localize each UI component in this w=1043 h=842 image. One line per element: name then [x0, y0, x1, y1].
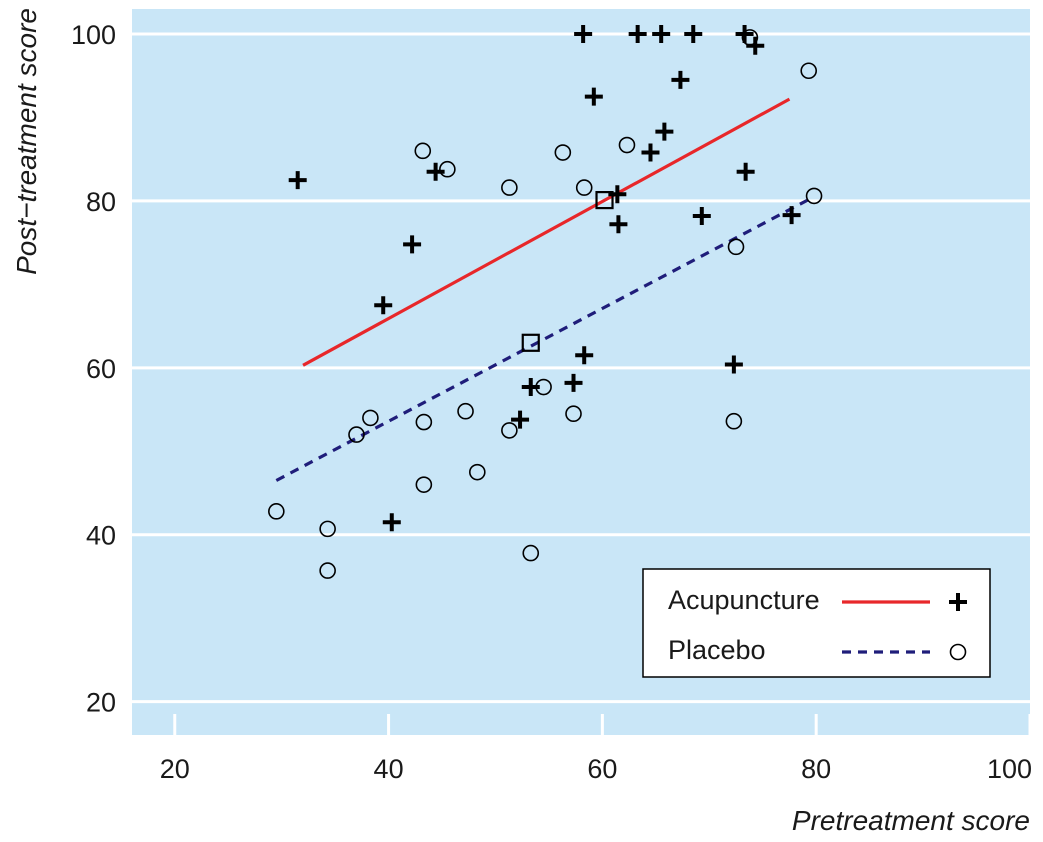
acupuncture-point [735, 25, 754, 44]
placebo-point [469, 463, 486, 481]
acupuncture-point [403, 235, 422, 254]
legend-plus-marker [949, 593, 967, 611]
acupuncture-point [628, 25, 647, 44]
mean-marker-acupuncture [595, 190, 614, 210]
grid-lines [132, 32, 1030, 704]
placebo-point [805, 187, 823, 205]
x-axis-title: Pretreatment score [792, 805, 1030, 836]
fit-lines [275, 97, 812, 482]
placebo-point [415, 476, 433, 493]
acupuncture-point [511, 410, 530, 429]
legend-box [642, 568, 991, 678]
legend: Acupuncture Placebo [642, 568, 991, 678]
legend-label-acupuncture: Acupuncture [668, 585, 820, 615]
x-tick-label: 40 [374, 754, 404, 784]
x-axis: 20 40 60 80 100 [160, 714, 1032, 784]
placebo-point [457, 402, 474, 420]
placebo-point [800, 62, 818, 80]
acupuncture-point [382, 513, 401, 532]
acupuncture-point [641, 143, 660, 162]
acupuncture-point [609, 215, 628, 234]
mean-markers [521, 190, 614, 352]
placebo-point [415, 413, 433, 431]
acupuncture-point [671, 70, 690, 89]
placebo-point [362, 409, 379, 427]
y-tick-label: 100 [71, 20, 116, 50]
acupuncture-point [608, 185, 627, 204]
mean-marker-placebo [521, 333, 540, 352]
acupuncture-point [684, 25, 703, 44]
placebo-point [348, 426, 365, 443]
acupuncture-point [575, 346, 594, 365]
acupuncture-point [584, 87, 603, 106]
placebo-point [268, 503, 285, 520]
acupuncture-point [652, 25, 671, 44]
legend-plus-icon [949, 593, 967, 611]
placebo-point [727, 238, 745, 256]
placebo-point [741, 29, 759, 46]
y-tick-label: 20 [86, 688, 116, 718]
placebo-point [522, 544, 540, 562]
acupuncture-point [782, 206, 801, 225]
acupuncture-point [736, 162, 755, 181]
y-tick-label: 40 [86, 521, 116, 551]
acupuncture-point [746, 36, 765, 55]
placebo-point [575, 179, 593, 196]
placebo-point [535, 378, 552, 396]
legend-circle-marker [949, 643, 967, 661]
x-tick-label: 60 [587, 754, 617, 784]
acupuncture-point [288, 171, 307, 190]
acupuncture-point [374, 296, 393, 315]
placebo-point [501, 422, 518, 439]
legend-label-placebo: Placebo [668, 635, 766, 665]
x-tick-label: 80 [801, 754, 831, 784]
fit-line-acupuncture [302, 97, 791, 367]
acupuncture-point [564, 373, 583, 392]
acupuncture-point [574, 25, 593, 44]
y-axis: 20 40 60 80 100 [71, 20, 116, 718]
y-tick-label: 80 [86, 187, 116, 217]
placebo-point [439, 160, 456, 178]
x-tick-label: 100 [987, 754, 1032, 784]
acupuncture-point [655, 122, 674, 141]
placebo-point [554, 144, 572, 161]
acupuncture-point [724, 355, 743, 374]
legend-circle-icon [949, 643, 967, 661]
y-tick-label: 60 [86, 354, 116, 384]
placebo-point [414, 142, 432, 160]
acupuncture-point [692, 206, 711, 225]
placebo-point [618, 136, 636, 154]
placebo-point [725, 412, 743, 430]
placebo-point [565, 405, 582, 423]
placebo-point [319, 562, 336, 579]
x-tick-label: 20 [160, 754, 190, 784]
acupuncture-point [426, 162, 445, 181]
placebo-point [501, 179, 518, 196]
fit-line-placebo [275, 197, 812, 482]
data-points [268, 25, 823, 579]
placebo-point [319, 520, 336, 538]
y-axis-title: Post−treatment score [11, 8, 42, 275]
